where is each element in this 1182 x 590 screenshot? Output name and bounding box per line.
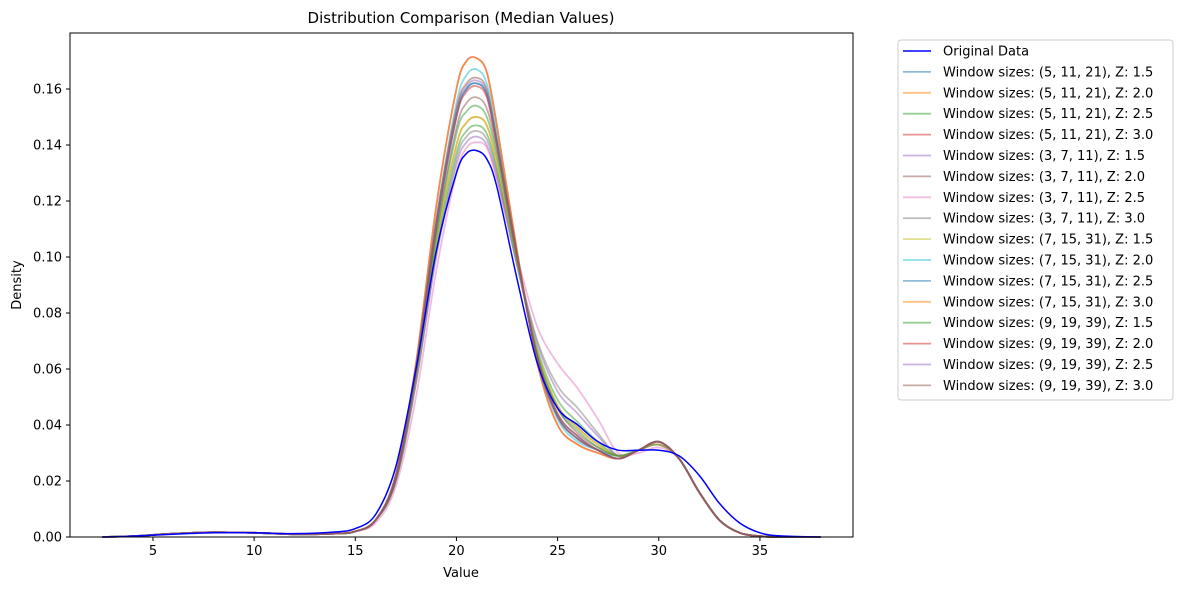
series-line-9 [102, 116, 821, 538]
legend-label: Window sizes: (9, 19, 39), Z: 1.5 [943, 316, 1153, 331]
x-tick-label: 35 [752, 544, 769, 559]
series-line-7 [102, 141, 821, 538]
y-tick-label: 0.16 [33, 83, 62, 98]
series-line-6 [102, 96, 821, 538]
x-tick-label: 10 [246, 544, 263, 559]
y-axis-ticks: 0.00 0.02 0.04 0.06 0.08 0.10 0.12 0.14 0.16 [33, 83, 70, 546]
x-axis-label: Value [443, 566, 479, 581]
legend-label: Window sizes: (7, 15, 31), Z: 2.5 [943, 274, 1153, 289]
legend-label: Window sizes: (5, 11, 21), Z: 1.5 [943, 65, 1153, 80]
series-line-0 [102, 149, 821, 538]
legend-label: Window sizes: (7, 15, 31), Z: 3.0 [943, 295, 1153, 310]
x-tick-label: 30 [650, 544, 667, 559]
chart-title: Distribution Comparison (Median Values) [308, 9, 615, 27]
legend-label: Original Data [943, 45, 1029, 60]
series-layer [102, 56, 821, 538]
x-axis-ticks: 5 10 15 20 25 30 35 [149, 537, 768, 559]
x-tick-label: 5 [149, 544, 157, 559]
legend-label: Window sizes: (9, 19, 39), Z: 2.0 [943, 337, 1153, 352]
series-line-16 [102, 76, 821, 538]
x-tick-label: 25 [549, 544, 566, 559]
y-tick-label: 0.06 [33, 363, 62, 378]
y-tick-label: 0.10 [33, 251, 62, 266]
series-line-5 [102, 135, 821, 538]
y-tick-label: 0.04 [33, 419, 62, 434]
y-tick-label: 0.00 [33, 531, 62, 546]
y-tick-label: 0.12 [33, 195, 62, 210]
legend-label: Window sizes: (3, 7, 11), Z: 2.5 [943, 191, 1145, 206]
legend-label: Window sizes: (5, 11, 21), Z: 2.0 [943, 86, 1153, 101]
legend-frame [897, 39, 1174, 401]
legend-label: Window sizes: (9, 19, 39), Z: 2.5 [943, 358, 1153, 373]
legend-label: Window sizes: (5, 11, 21), Z: 2.5 [943, 107, 1153, 122]
legend-label: Window sizes: (3, 7, 11), Z: 1.5 [943, 149, 1145, 164]
series-line-14 [102, 85, 821, 538]
legend-label: Window sizes: (9, 19, 39), Z: 3.0 [943, 379, 1153, 394]
series-line-2 [102, 116, 821, 538]
x-tick-label: 15 [347, 544, 364, 559]
series-line-3 [102, 124, 821, 538]
legend-items: Original Data Window sizes: (5, 11, 21), … [903, 45, 1153, 394]
y-tick-label: 0.02 [33, 475, 62, 490]
legend: Original Data Window sizes: (5, 11, 21), … [897, 39, 1174, 401]
plot-frame [69, 32, 854, 538]
x-tick-label: 20 [448, 544, 465, 559]
legend-label: Window sizes: (3, 7, 11), Z: 3.0 [943, 212, 1145, 227]
legend-label: Window sizes: (7, 15, 31), Z: 1.5 [943, 233, 1153, 248]
series-line-8 [102, 130, 821, 538]
legend-label: Window sizes: (5, 11, 21), Z: 3.0 [943, 128, 1153, 143]
legend-label: Window sizes: (7, 15, 31), Z: 2.0 [943, 254, 1153, 269]
y-tick-label: 0.08 [33, 307, 62, 322]
series-line-13 [102, 104, 821, 538]
y-tick-label: 0.14 [33, 139, 62, 154]
legend-label: Window sizes: (3, 7, 11), Z: 2.0 [943, 170, 1145, 185]
y-axis-label: Density [10, 260, 25, 310]
